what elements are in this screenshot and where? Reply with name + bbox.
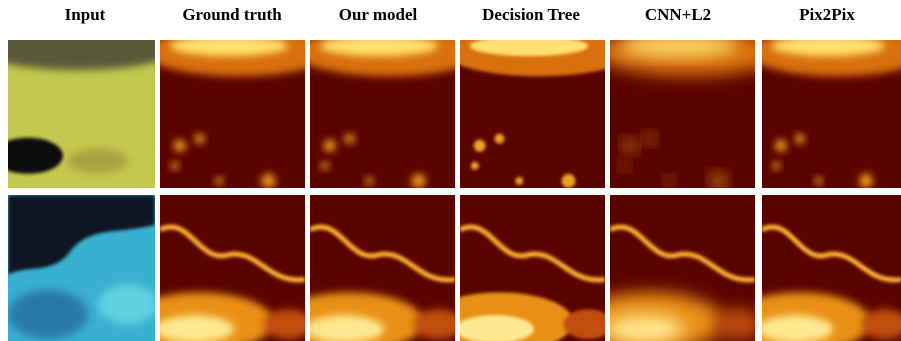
hot-spot <box>665 177 673 185</box>
hot-spot <box>195 134 205 144</box>
hot-core <box>170 36 288 56</box>
field <box>68 149 128 173</box>
hot-core <box>470 36 588 56</box>
hot-spot <box>345 134 355 144</box>
figure: Input Ground truth Our model Decision Tr… <box>0 0 901 341</box>
hot-spot <box>474 140 486 152</box>
column-header: Input <box>65 5 106 24</box>
image-panel <box>748 28 901 188</box>
hot-spot <box>795 134 804 144</box>
hot-spot <box>324 140 336 152</box>
hot-spot <box>859 174 872 188</box>
hot-spot <box>712 174 726 188</box>
image-panel <box>0 26 178 188</box>
column-header: Decision Tree <box>482 5 580 24</box>
column-header: Pix2Pix <box>799 5 855 24</box>
hot-spot <box>624 140 636 152</box>
hot-spot <box>495 134 505 144</box>
hot-spot <box>564 309 613 339</box>
hot-core <box>320 36 438 56</box>
image-panel <box>595 28 782 188</box>
field <box>98 284 158 324</box>
page: Input Ground truth Our model Decision Tr… <box>0 0 901 341</box>
hot-spot <box>471 162 479 170</box>
hot-spot <box>215 177 223 185</box>
image-panel <box>295 28 482 188</box>
image-panel <box>445 28 632 188</box>
hot-spot <box>645 134 655 144</box>
column-header: CNN+L2 <box>645 5 711 24</box>
hot-spot <box>772 162 780 170</box>
field <box>8 289 88 339</box>
column-header: Our model <box>339 5 418 24</box>
hot-core <box>620 36 738 56</box>
hot-spot <box>174 140 186 152</box>
hot-spot <box>264 309 313 339</box>
hot-spot <box>365 177 373 185</box>
hot-spot <box>321 162 329 170</box>
hot-core <box>771 36 884 56</box>
hot-spot <box>414 309 463 339</box>
image-panel <box>8 195 158 341</box>
hot-spot <box>815 177 823 185</box>
image-panel <box>145 28 332 188</box>
hot-spot <box>714 309 763 339</box>
hot-spot <box>412 174 426 188</box>
hot-spot <box>562 174 576 188</box>
hot-spot <box>515 177 523 185</box>
hot-spot <box>621 162 629 170</box>
column-header: Ground truth <box>182 5 282 24</box>
hot-spot <box>171 162 179 170</box>
hot-spot <box>262 174 276 188</box>
hot-spot <box>775 140 786 152</box>
